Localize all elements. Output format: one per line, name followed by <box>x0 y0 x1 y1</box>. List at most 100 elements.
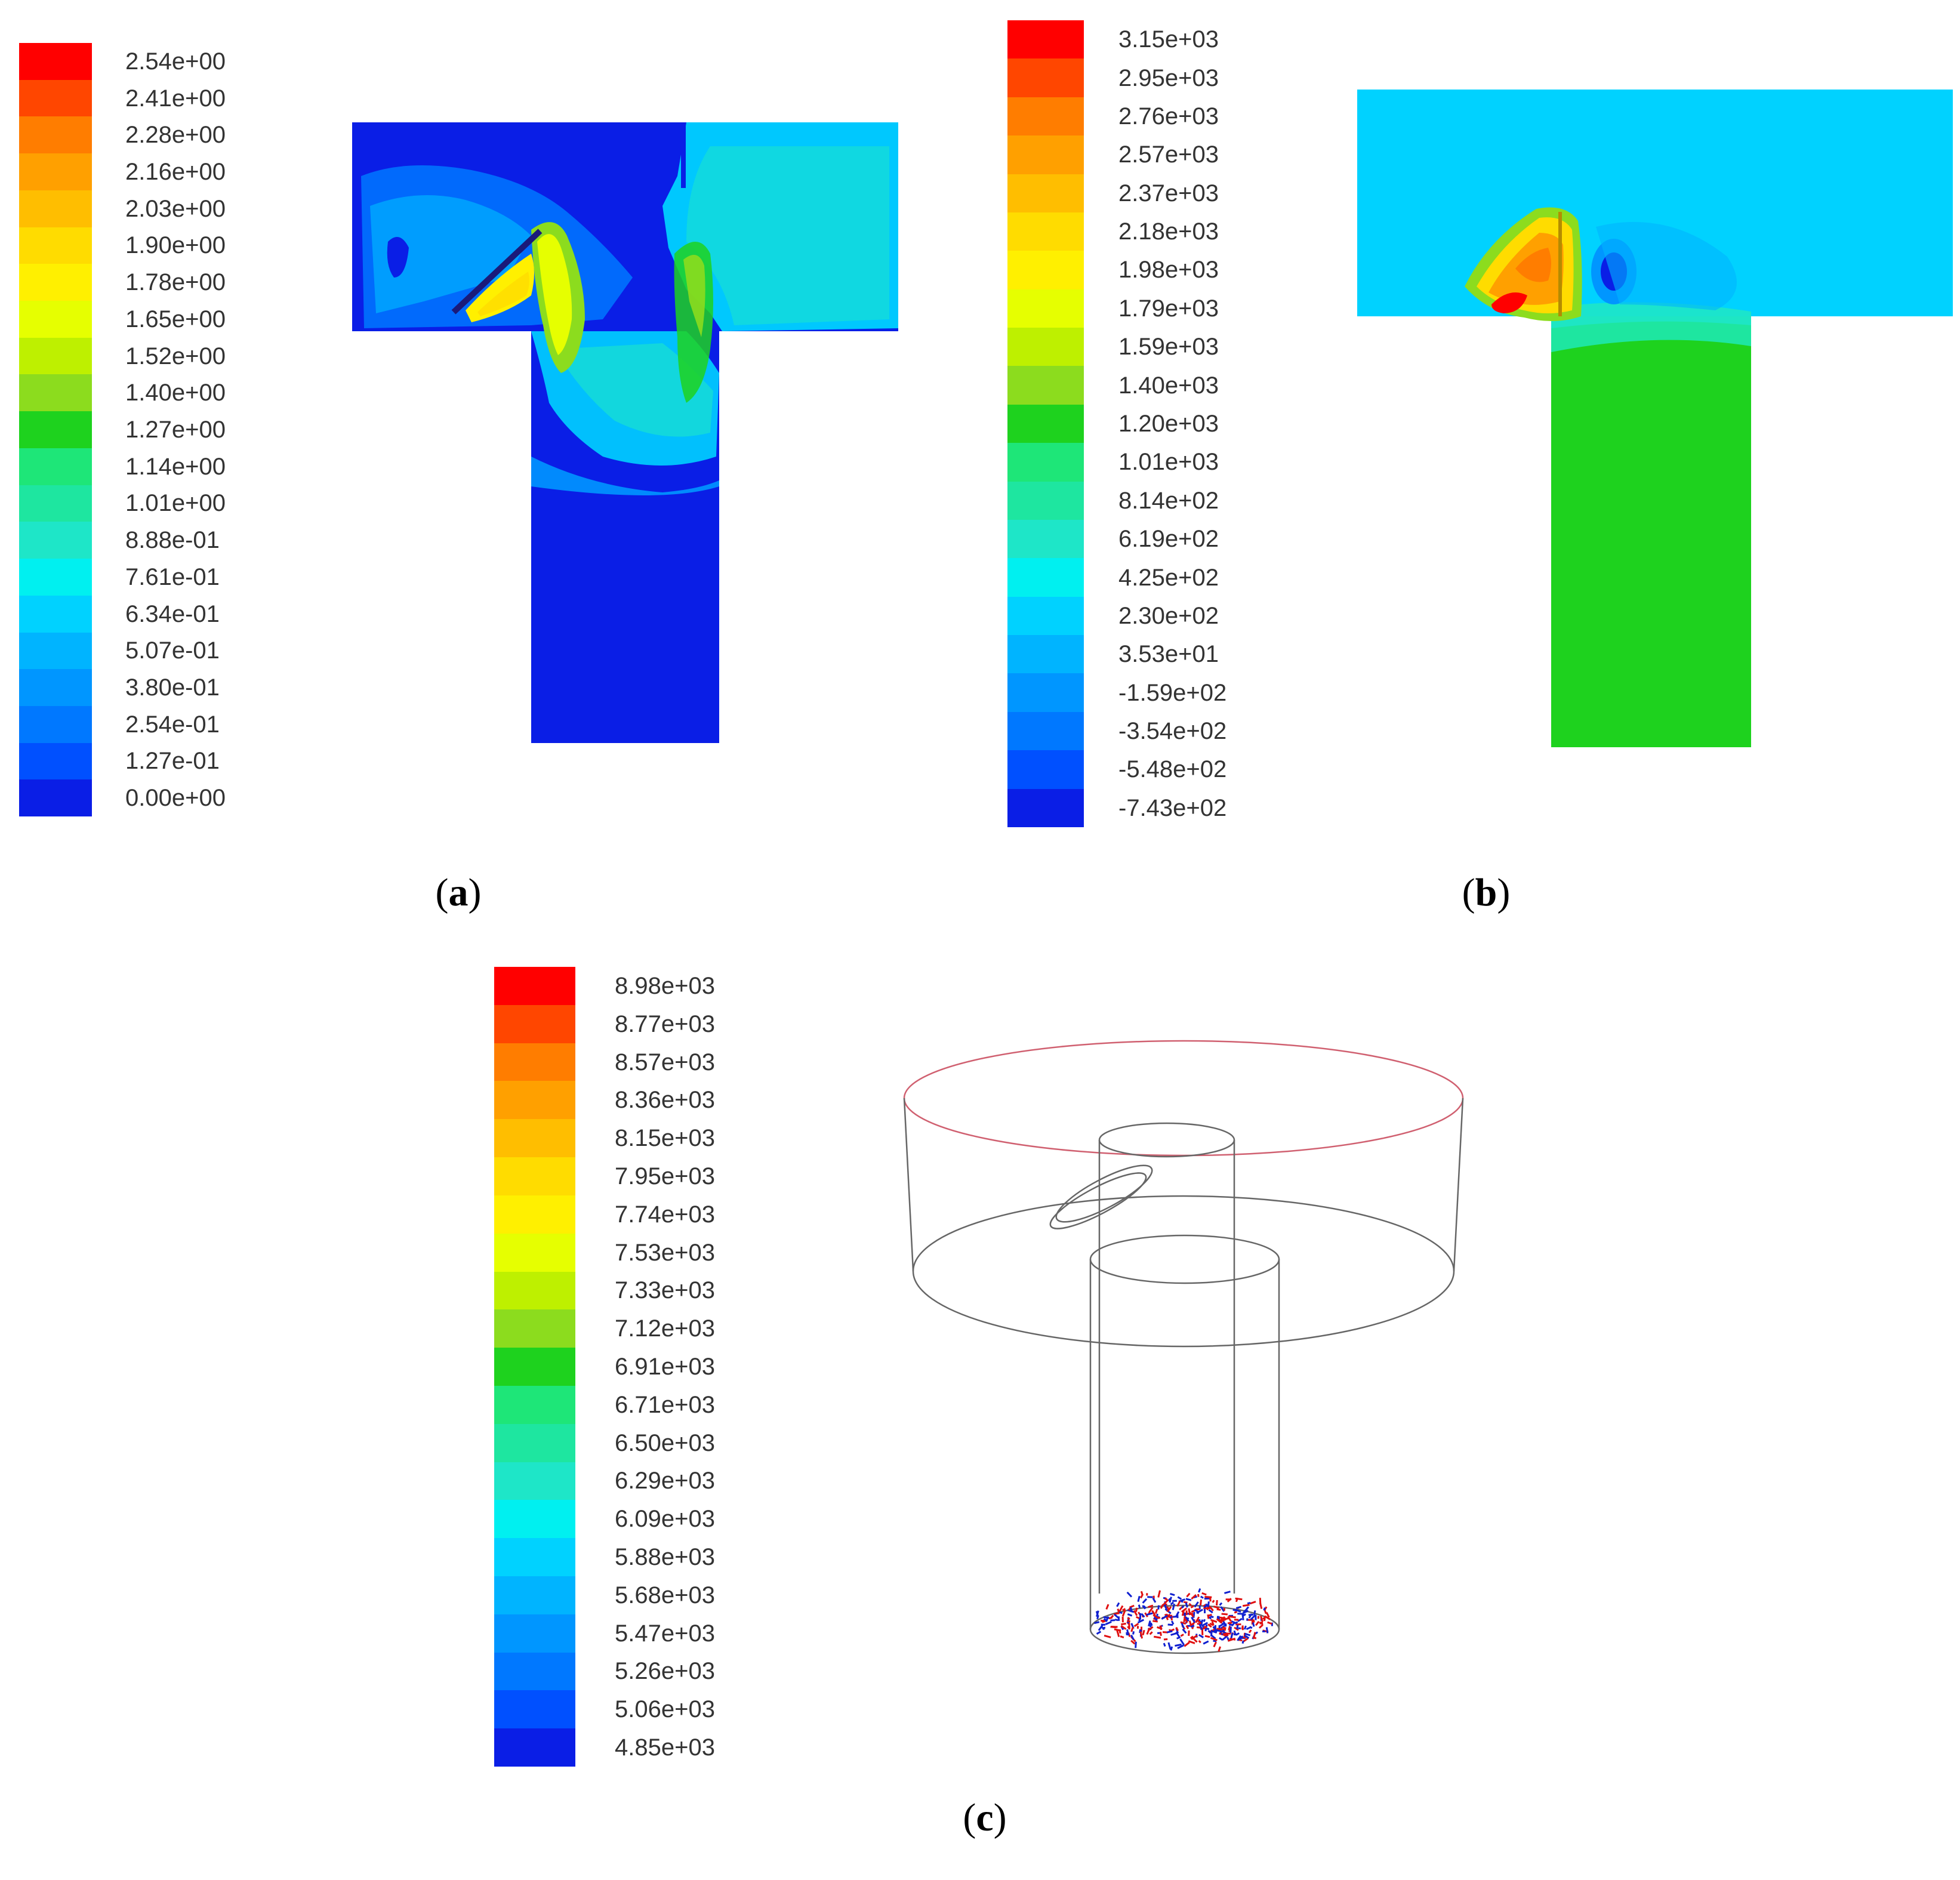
legend-tick-label: 7.95e+03 <box>615 1163 715 1189</box>
particle-track <box>1210 1607 1214 1611</box>
particle-track <box>1149 1607 1154 1612</box>
particle-track <box>1207 1629 1212 1634</box>
particle-track <box>1198 1623 1203 1631</box>
particle-track <box>1249 1601 1256 1605</box>
legend-tick-label: 6.71e+03 <box>615 1391 715 1418</box>
particle-track <box>1127 1620 1130 1623</box>
particle-track <box>1203 1640 1209 1645</box>
legend-tick-label: 2.37e+03 <box>1118 180 1219 207</box>
particle-track <box>1204 1627 1210 1631</box>
particle-track <box>1191 1616 1196 1623</box>
particle-track <box>1219 1628 1226 1631</box>
colorbar-band <box>494 1385 575 1424</box>
legend-tick-label: 1.78e+00 <box>125 269 226 296</box>
legend-tick-label: 1.20e+03 <box>1118 411 1219 437</box>
particle-track <box>1137 1595 1141 1602</box>
particle-track <box>1161 1614 1168 1620</box>
particle-track <box>1213 1605 1220 1610</box>
colorbar-band <box>494 1081 575 1120</box>
particle-track <box>1219 1618 1227 1623</box>
particle-track <box>1249 1626 1253 1629</box>
particle-track <box>1248 1629 1252 1634</box>
particle-track <box>1146 1612 1153 1616</box>
legend-tick-label: 1.01e+00 <box>125 490 226 517</box>
particle-track <box>1231 1622 1235 1626</box>
legend-tick-label: 8.88e-01 <box>125 527 220 554</box>
colorbar-band <box>19 374 92 412</box>
particle-track <box>1175 1626 1179 1632</box>
colorbar-band <box>1007 174 1084 212</box>
caption-c: (c) <box>963 1796 1007 1839</box>
legend-tick-label: 8.15e+03 <box>615 1125 715 1152</box>
colorbar-band <box>19 632 92 670</box>
colorbar-band <box>1007 673 1084 712</box>
colorbar-band <box>494 1538 575 1576</box>
particle-track <box>1208 1609 1213 1614</box>
colorbar-band <box>19 79 92 117</box>
particle-track <box>1154 1608 1158 1614</box>
colorbar-band <box>1007 788 1084 827</box>
particle-track <box>1170 1646 1173 1651</box>
particle-track <box>1139 1631 1143 1639</box>
colorbar-band <box>494 967 575 1005</box>
particle-track <box>1219 1636 1224 1641</box>
particle-track <box>1121 1610 1126 1617</box>
legend-tick-label: 5.07e-01 <box>125 637 220 664</box>
particle-track <box>1142 1629 1145 1636</box>
colorbar-band <box>1007 20 1084 59</box>
particle-track <box>1172 1603 1175 1610</box>
particle-track <box>1105 1620 1112 1625</box>
particle-track <box>1130 1634 1135 1641</box>
particle-track <box>1126 1591 1133 1598</box>
particle-track <box>1198 1639 1201 1644</box>
particle-track <box>1180 1621 1187 1625</box>
colorbar-band <box>19 559 92 596</box>
particle-track <box>1150 1623 1153 1626</box>
particle-track <box>1110 1614 1114 1619</box>
particle-track <box>1253 1610 1256 1616</box>
particle-track <box>1121 1622 1126 1626</box>
particle-track <box>1194 1608 1199 1613</box>
particle-track <box>1208 1613 1212 1617</box>
particle-track <box>1184 1641 1190 1647</box>
legend-tick-label: 1.90e+00 <box>125 232 226 259</box>
particle-track <box>1228 1615 1236 1619</box>
particle-track <box>1235 1625 1239 1629</box>
particle-track <box>1096 1615 1099 1620</box>
contour-plot-b <box>1357 90 1953 747</box>
particle-track <box>1152 1620 1158 1623</box>
legend-tick-label: 1.27e-01 <box>125 748 220 775</box>
colorbar-band <box>19 742 92 780</box>
particle-track <box>1170 1593 1175 1597</box>
particle-track <box>1105 1604 1110 1610</box>
particle-track <box>1227 1616 1232 1622</box>
legend-tick-label: 2.57e+03 <box>1118 141 1219 168</box>
particle-track <box>1188 1640 1195 1644</box>
legend-tick-label: 2.54e+00 <box>125 48 226 75</box>
legend-tick-label: 1.98e+03 <box>1118 257 1219 283</box>
particle-track <box>1144 1612 1149 1617</box>
colorbar-band <box>1007 711 1084 751</box>
particle-track <box>1160 1604 1164 1609</box>
particle-track <box>1166 1606 1172 1613</box>
caption-b: (b) <box>1462 871 1511 914</box>
colorbar-band <box>19 153 92 190</box>
colorbar-band <box>1007 596 1084 635</box>
particle-track <box>1114 1613 1120 1619</box>
colorbar-band <box>494 1119 575 1158</box>
particle-track <box>1235 1632 1240 1636</box>
particle-track <box>1137 1619 1145 1624</box>
particle-track <box>1182 1628 1187 1634</box>
colorbar-band <box>19 595 92 633</box>
particle-track <box>1213 1629 1218 1633</box>
particle-track <box>1209 1616 1212 1620</box>
legend-a-colorbar <box>19 43 92 817</box>
legend-tick-label: 3.80e-01 <box>125 674 220 701</box>
particle-track <box>1243 1625 1247 1630</box>
colorbar-band <box>494 1728 575 1767</box>
colorbar-band <box>1007 404 1084 443</box>
colorbar-band <box>494 1500 575 1539</box>
particle-track <box>1176 1636 1181 1639</box>
particle-track <box>1181 1622 1185 1629</box>
particle-track <box>1148 1620 1151 1627</box>
